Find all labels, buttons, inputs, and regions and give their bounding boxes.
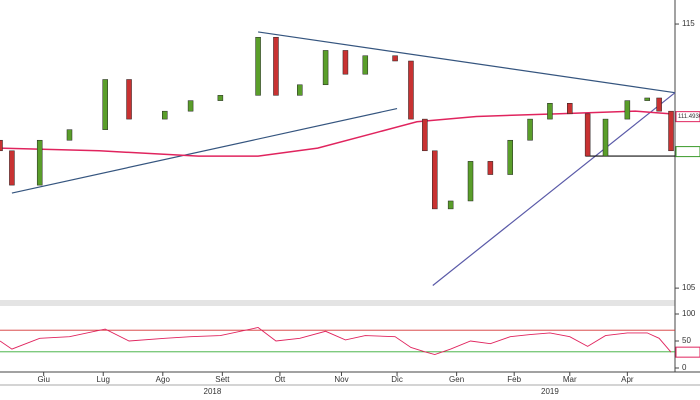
candle (602, 118, 609, 157)
candle (644, 97, 650, 101)
candle (322, 50, 329, 86)
candle (0, 139, 3, 152)
x-tick-label: Ago (156, 375, 171, 384)
candle (567, 103, 573, 115)
price-label-box (675, 111, 700, 123)
price-label-box (675, 146, 700, 158)
candle (656, 97, 662, 112)
moving-average (0, 110, 672, 157)
y-tick-label: 50 (682, 336, 691, 345)
rsi-line (0, 327, 672, 355)
x-tick-label: Sett (215, 375, 230, 384)
price-label-box (675, 346, 700, 358)
x-tick-label: Nov (334, 375, 348, 384)
price-label: 111.4930 (678, 114, 700, 120)
y-tick-label: 0 (682, 363, 687, 372)
candle (624, 100, 631, 120)
trendline (432, 92, 676, 286)
x-tick-label: Gen (449, 375, 464, 384)
candle (126, 79, 132, 120)
candle (217, 95, 224, 101)
candle (187, 100, 194, 112)
candle (408, 60, 414, 120)
x-tick-label: Feb (507, 375, 521, 384)
y-tick-label: 105 (682, 283, 696, 292)
x-tick-label: Giu (37, 375, 49, 384)
trendline (11, 107, 398, 194)
candle (584, 113, 591, 157)
candle (362, 55, 369, 75)
candle (102, 79, 108, 130)
candle (668, 110, 674, 152)
candle (297, 84, 303, 96)
candle (66, 129, 73, 141)
year-label: 2018 (204, 387, 222, 396)
candle (547, 103, 553, 120)
panel-separator (0, 300, 675, 306)
year-label: 2019 (541, 387, 559, 396)
y-tick-label: 115 (682, 19, 695, 28)
y-tick-label: 100 (682, 309, 696, 318)
x-tick-label: Mar (563, 375, 577, 384)
candle (392, 55, 398, 62)
candle (487, 161, 494, 175)
x-tick-label: Lug (97, 375, 110, 384)
candle (467, 161, 474, 202)
x-tick-label: Apr (621, 375, 634, 384)
candle (36, 139, 43, 186)
candle (432, 150, 438, 210)
candle (162, 110, 168, 120)
trendline (258, 31, 676, 94)
candle (273, 36, 279, 96)
candle (255, 36, 261, 96)
candle (447, 200, 454, 210)
candle (422, 118, 428, 152)
candle (507, 139, 513, 175)
candle (527, 118, 533, 141)
x-tick-label: Dic (391, 375, 403, 384)
candle (9, 150, 15, 186)
x-tick-label: Ott (275, 375, 286, 384)
candle (342, 50, 349, 75)
